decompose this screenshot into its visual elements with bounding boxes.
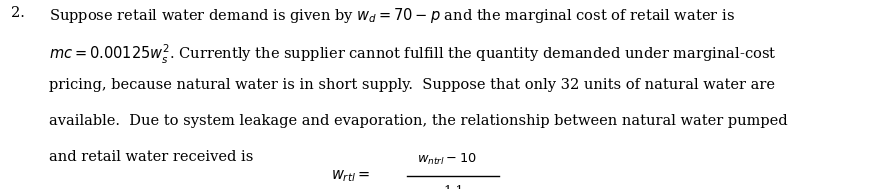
Text: $mc = 0.00125w_s^2$. Currently the supplier cannot fulfill the quantity demanded: $mc = 0.00125w_s^2$. Currently the suppl… <box>49 43 776 66</box>
Text: and retail water received is: and retail water received is <box>49 150 253 164</box>
Text: available.  Due to system leakage and evaporation, the relationship between natu: available. Due to system leakage and eva… <box>49 114 788 128</box>
Text: Suppose retail water demand is given by $w_d = 70 - p$ and the marginal cost of : Suppose retail water demand is given by … <box>49 6 735 25</box>
Text: 2.: 2. <box>11 6 26 20</box>
Text: 1.1: 1.1 <box>443 185 464 189</box>
Text: $w_{rtl} =$: $w_{rtl} =$ <box>331 168 370 184</box>
Text: $w_{ntrl} - 10$: $w_{ntrl} - 10$ <box>416 152 476 167</box>
Text: pricing, because natural water is in short supply.  Suppose that only 32 units o: pricing, because natural water is in sho… <box>49 78 774 92</box>
